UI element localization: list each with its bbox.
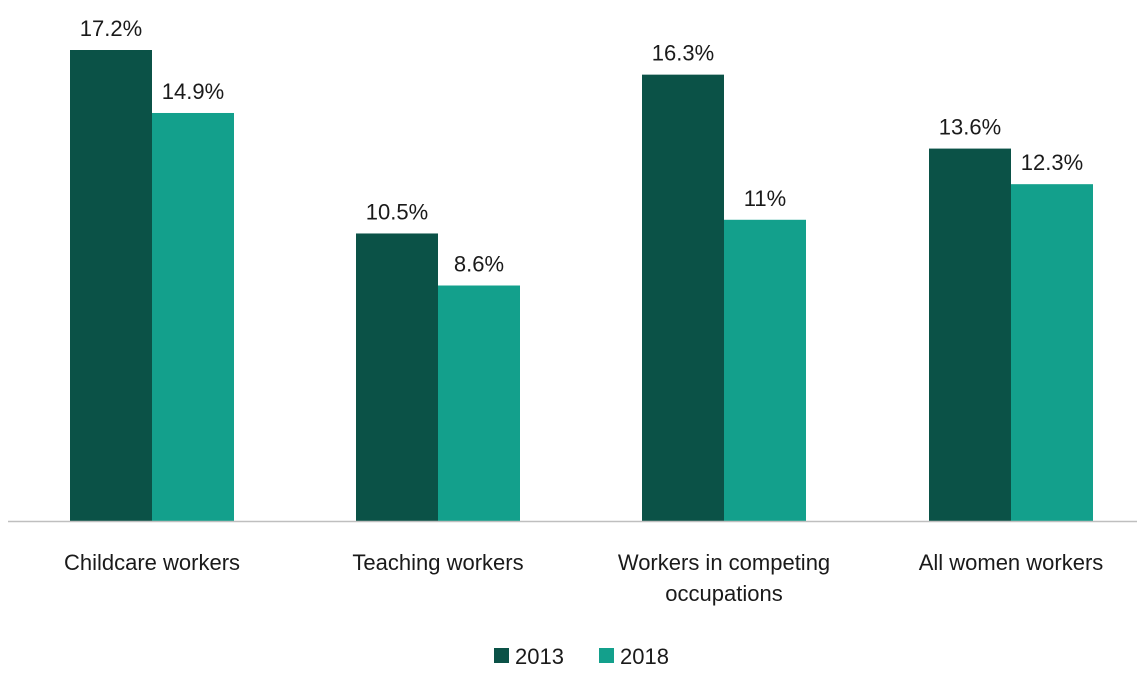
bar-2013-2: [642, 74, 724, 521]
bar-2013-0: [70, 50, 152, 521]
bar-2018-2: [724, 219, 806, 522]
data-label-2018-0: 14.9%: [162, 79, 224, 104]
legend-swatch-2013: [494, 648, 509, 663]
data-label-2013-1: 10.5%: [366, 199, 428, 224]
bar-2018-1: [438, 285, 520, 521]
legend-label-2013: 2013: [515, 644, 564, 669]
bar-2013-1: [356, 233, 438, 521]
category-labels-layer: Childcare workers Teaching workers Workers…: [64, 550, 1103, 606]
bar-2018-3: [1011, 184, 1093, 521]
category-label-2-1: occupations: [665, 581, 782, 606]
category-label-0-0: Childcare workers: [64, 550, 240, 575]
legend: 2013 2018: [494, 644, 669, 669]
bar-2018-0: [152, 112, 234, 522]
data-labels-layer: 17.2% 10.5% 16.3% 13.6% 14.9% 8.6% 11% 12.3%: [80, 16, 1083, 277]
legend-label-2018: 2018: [620, 644, 669, 669]
data-label-2013-3: 13.6%: [939, 115, 1001, 140]
category-label-1-0: Teaching workers: [352, 550, 523, 575]
data-label-2018-2: 11%: [744, 186, 786, 211]
category-label-2-0: Workers in competing: [618, 550, 830, 575]
category-label-3-0: All women workers: [919, 550, 1104, 575]
bar-2013-3: [929, 148, 1011, 521]
data-label-2013-0: 17.2%: [80, 16, 142, 41]
legend-swatch-2018: [599, 648, 614, 663]
data-label-2018-3: 12.3%: [1021, 150, 1083, 175]
data-label-2018-1: 8.6%: [454, 252, 504, 277]
bars-layer: [70, 50, 1093, 522]
data-label-2013-2: 16.3%: [652, 41, 714, 66]
